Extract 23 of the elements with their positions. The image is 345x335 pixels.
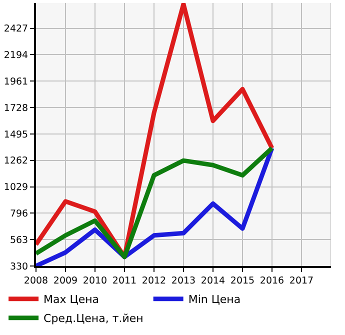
- legend-label: Max Цена: [44, 293, 100, 306]
- legend-label: Min Цена: [188, 293, 241, 306]
- y-tick-label: 1728: [4, 102, 28, 114]
- y-tick-label: 796: [10, 208, 28, 220]
- x-tick-label: 2008: [24, 275, 48, 286]
- y-tick-label: 1262: [4, 156, 28, 167]
- x-tick-label: 2016: [260, 275, 284, 286]
- x-tick-label: 2017: [289, 275, 314, 286]
- legend-label: Сред.Цена, т.йен: [44, 312, 144, 326]
- x-tick-label: 2015: [230, 275, 255, 286]
- x-tick-label: 2013: [171, 275, 196, 286]
- x-tick-label: 2012: [142, 275, 166, 286]
- y-tick-label: 1029: [4, 182, 28, 194]
- x-tick-label: 2010: [82, 275, 108, 286]
- x-tick-label: 2014: [200, 275, 226, 286]
- y-tick-label: 2427: [4, 24, 28, 35]
- x-tick-label: 2009: [53, 275, 78, 286]
- y-tick-label: 330: [10, 261, 28, 272]
- y-tick-label: 2194: [4, 50, 28, 62]
- y-tick-label: 1961: [4, 76, 28, 88]
- x-tick-label: 2011: [112, 275, 137, 286]
- y-tick-label: 1495: [4, 129, 28, 140]
- y-tick-label: 563: [10, 234, 28, 246]
